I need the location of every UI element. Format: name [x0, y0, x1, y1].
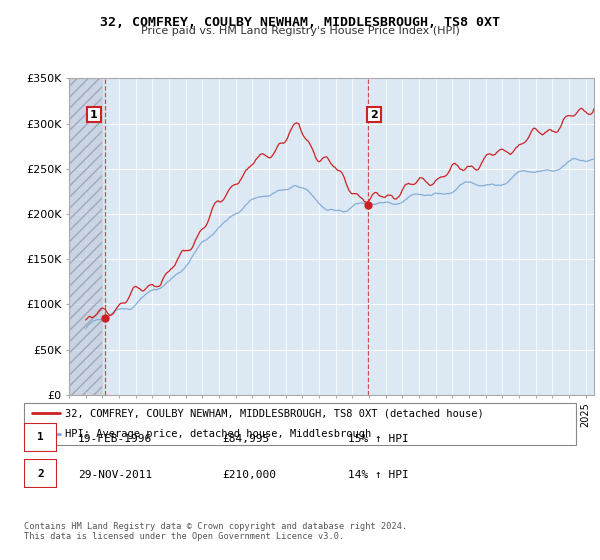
- Text: Price paid vs. HM Land Registry's House Price Index (HPI): Price paid vs. HM Land Registry's House …: [140, 26, 460, 36]
- Bar: [69, 78, 103, 395]
- Text: 1: 1: [90, 110, 98, 120]
- FancyBboxPatch shape: [24, 403, 576, 445]
- Text: 1: 1: [37, 432, 44, 442]
- FancyBboxPatch shape: [24, 459, 57, 488]
- Text: 19-FEB-1996: 19-FEB-1996: [78, 434, 152, 444]
- Text: £210,000: £210,000: [222, 470, 276, 480]
- Text: 2: 2: [37, 469, 44, 479]
- Text: 2: 2: [370, 110, 378, 120]
- Text: 15% ↑ HPI: 15% ↑ HPI: [348, 434, 409, 444]
- FancyBboxPatch shape: [24, 423, 57, 452]
- Text: Contains HM Land Registry data © Crown copyright and database right 2024.
This d: Contains HM Land Registry data © Crown c…: [24, 522, 407, 542]
- Text: 29-NOV-2011: 29-NOV-2011: [78, 470, 152, 480]
- Text: HPI: Average price, detached house, Middlesbrough: HPI: Average price, detached house, Midd…: [65, 430, 371, 439]
- Text: 32, COMFREY, COULBY NEWHAM, MIDDLESBROUGH, TS8 0XT (detached house): 32, COMFREY, COULBY NEWHAM, MIDDLESBROUG…: [65, 408, 484, 418]
- Text: 14% ↑ HPI: 14% ↑ HPI: [348, 470, 409, 480]
- Bar: [69, 78, 103, 395]
- Text: 32, COMFREY, COULBY NEWHAM, MIDDLESBROUGH, TS8 0XT: 32, COMFREY, COULBY NEWHAM, MIDDLESBROUG…: [100, 16, 500, 29]
- Text: £84,995: £84,995: [222, 434, 269, 444]
